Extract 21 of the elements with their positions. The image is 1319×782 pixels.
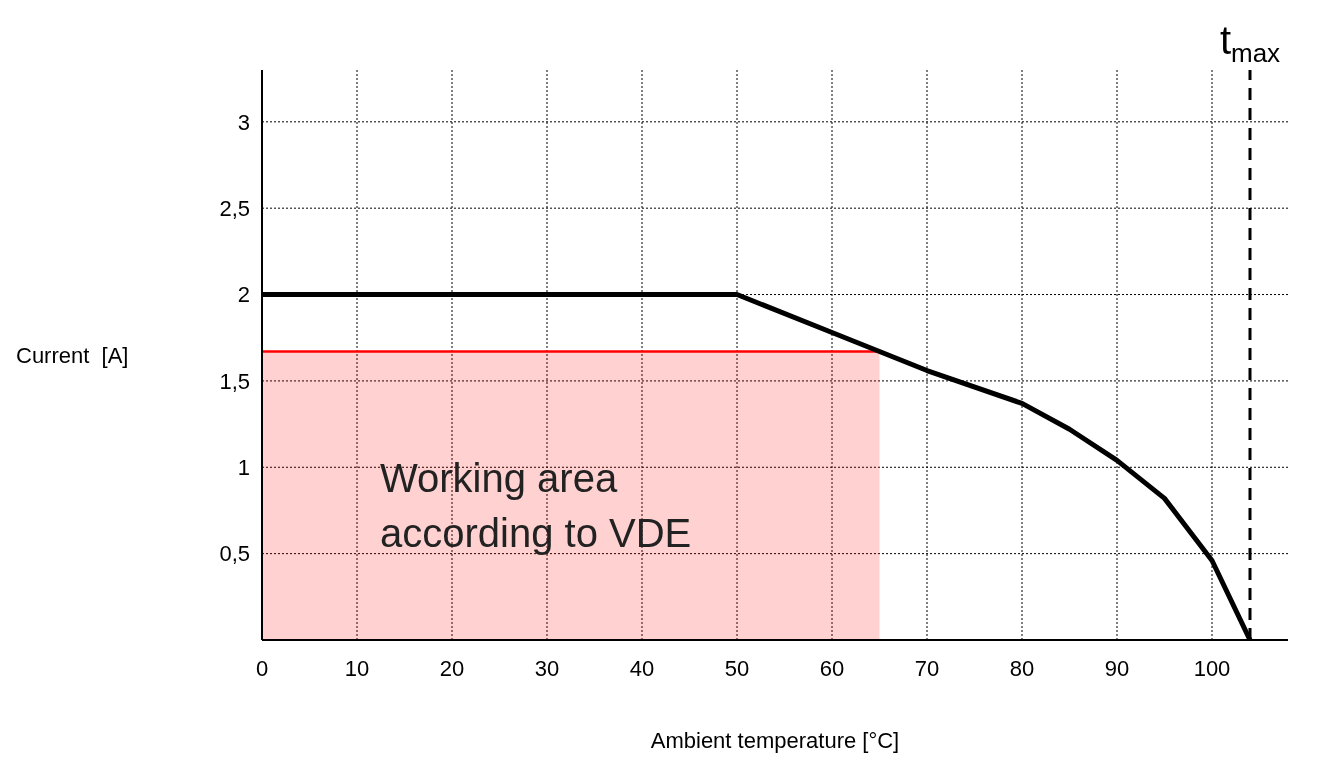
y-tick-label: 2 bbox=[237, 282, 250, 308]
x-tick-label: 70 bbox=[914, 655, 940, 681]
x-tick-label: 20 bbox=[439, 655, 465, 681]
x-tick-label: 10 bbox=[344, 655, 370, 681]
x-tick-label: 60 bbox=[819, 655, 845, 681]
y-tick-label: 1,5 bbox=[219, 368, 250, 394]
y-tick-label: 3 bbox=[237, 109, 250, 135]
x-tick-label: 0 bbox=[255, 655, 269, 681]
x-tick-label: 90 bbox=[1104, 655, 1130, 681]
x-tick-label: 50 bbox=[724, 655, 750, 681]
x-tick-label: 80 bbox=[1009, 655, 1035, 681]
y-tick-label: 1 bbox=[237, 455, 250, 481]
y-axis-title: Current [A] bbox=[16, 343, 129, 368]
ref-line-label: t$_{max}$ bbox=[1219, 18, 1281, 68]
x-tick-label: 100 bbox=[1193, 655, 1231, 681]
x-tick-label: 40 bbox=[629, 655, 655, 681]
y-tick-label: 0,5 bbox=[219, 541, 250, 567]
series-label: Working area according to VDE bbox=[380, 455, 692, 555]
x-axis-title: Ambient temperature [°C] bbox=[650, 728, 900, 753]
y-tick-label: 2,5 bbox=[219, 195, 250, 221]
x-tick-label: 30 bbox=[534, 655, 560, 681]
